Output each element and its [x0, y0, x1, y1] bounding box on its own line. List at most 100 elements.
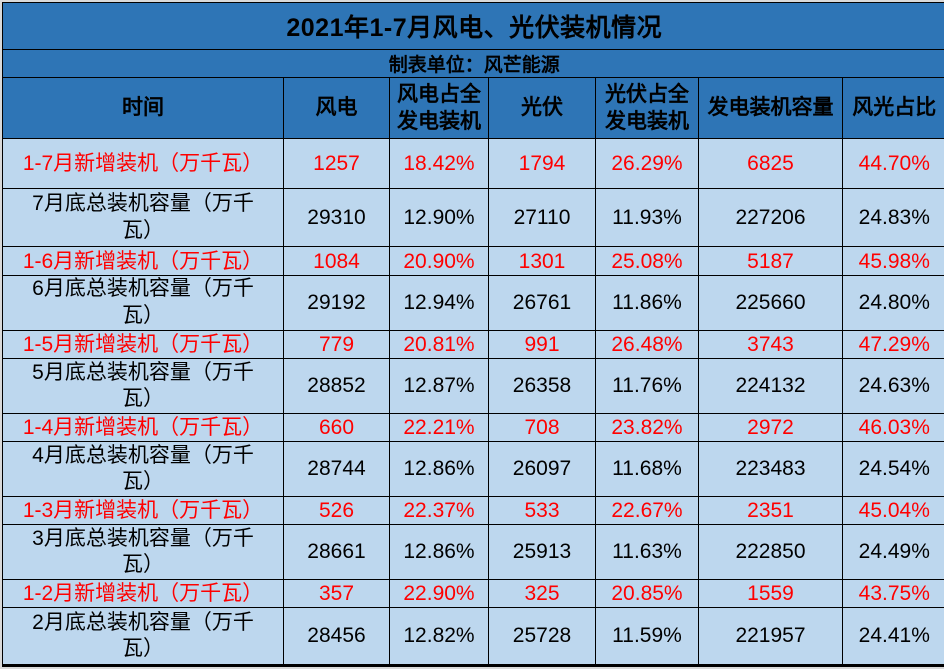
row-period-label: 7月底总装机容量（万千 瓦）: [2, 187, 284, 248]
cell-value: 1257: [283, 138, 390, 189]
column-header-solar-share: 光伏占全 发电装机: [595, 77, 699, 139]
cell-value: 28661: [283, 524, 390, 580]
row-period-label: 4月底总装机容量（万千 瓦）: [2, 440, 284, 497]
cell-value: 991: [488, 329, 596, 359]
row-period-label: 1-7月新增装机（万千瓦）: [2, 138, 284, 189]
column-header-time: 时间: [2, 77, 284, 139]
table-row-new-installs: 1-4月新增装机（万千瓦） 660 22.21% 708 23.82% 2972 46.03…: [2, 412, 944, 442]
cell-value: 2351: [698, 495, 843, 526]
cell-value: 5187: [698, 246, 843, 276]
cell-value: 47.29%: [841, 329, 944, 359]
cell-value: 11.93%: [595, 187, 699, 248]
table-row-cumulative: 7月底总装机容量（万千 瓦） 29310 12.90% 27110 11.93% 2272…: [2, 187, 944, 248]
cell-value: 18.42%: [389, 138, 489, 189]
row-period-label: 5月底总装机容量（万千 瓦）: [2, 357, 284, 414]
table-subtitle: 制表单位：风芒能源: [1, 49, 944, 78]
table-title: 2021年1-7月风电、光伏装机情况: [1, 2, 944, 50]
cell-value: 28852: [283, 357, 390, 414]
cell-value: 779: [283, 329, 390, 359]
cell-value: 12.82%: [389, 607, 489, 666]
cell-value: 526: [283, 495, 390, 526]
cell-value: 22.67%: [595, 495, 699, 526]
table-header: 2021年1-7月风电、光伏装机情况 制表单位：风芒能源 时间 风电 风电占全 …: [1, 2, 944, 139]
table-row-cumulative: 6月底总装机容量（万千 瓦） 29192 12.94% 26761 11.86% 2256…: [2, 274, 944, 331]
cell-value: 708: [488, 412, 596, 442]
cell-value: 223483: [698, 440, 843, 497]
cell-value: 1084: [283, 246, 390, 276]
cell-value: 660: [283, 412, 390, 442]
cell-value: 22.21%: [389, 412, 489, 442]
subtitle-row: 制表单位：风芒能源: [1, 49, 944, 78]
cell-value: 22.37%: [389, 495, 489, 526]
cell-value: 357: [283, 578, 390, 609]
cell-value: 25728: [488, 607, 596, 666]
cell-value: 24.49%: [841, 524, 944, 580]
cell-value: 222850: [698, 524, 843, 580]
cell-value: 2972: [698, 412, 843, 442]
cell-value: 26358: [488, 357, 596, 414]
column-header-row: 时间 风电 风电占全 发电装机 光伏 光伏占全 发电装机 发电装机容量 风光占比: [2, 77, 944, 139]
cell-value: 24.54%: [841, 440, 944, 497]
cell-value: 221957: [698, 607, 843, 666]
cell-value: 1794: [488, 138, 596, 189]
title-row: 2021年1-7月风电、光伏装机情况: [1, 2, 944, 50]
cell-value: 45.04%: [841, 495, 944, 526]
cell-value: 1559: [698, 578, 843, 609]
cell-value: 27110: [488, 187, 596, 248]
cell-value: 25.08%: [595, 246, 699, 276]
cell-value: 43.75%: [841, 578, 944, 609]
cell-value: 227206: [698, 187, 843, 248]
table-row-new-installs: 1-2月新增装机（万千瓦） 357 22.90% 325 20.85% 1559 43.75…: [2, 578, 944, 609]
row-period-label: 1-2月新增装机（万千瓦）: [2, 578, 284, 609]
cell-value: 20.81%: [389, 329, 489, 359]
cell-value: 12.86%: [389, 524, 489, 580]
cell-value: 24.63%: [841, 357, 944, 414]
cell-value: 44.70%: [841, 138, 944, 189]
cell-value: 22.90%: [389, 578, 489, 609]
cell-value: 26.48%: [595, 329, 699, 359]
cell-value: 325: [488, 578, 596, 609]
cell-value: 24.41%: [841, 607, 944, 666]
cell-value: 28744: [283, 440, 390, 497]
cell-value: 29192: [283, 274, 390, 331]
cell-value: 26761: [488, 274, 596, 331]
cell-value: 12.90%: [389, 187, 489, 248]
table-row-new-installs: 1-3月新增装机（万千瓦） 526 22.37% 533 22.67% 2351 45.04…: [2, 495, 944, 526]
cell-value: 12.87%: [389, 357, 489, 414]
row-period-label: 3月底总装机容量（万千 瓦）: [2, 524, 284, 580]
row-period-label: 6月底总装机容量（万千 瓦）: [2, 274, 284, 331]
table-row-new-installs: 1-5月新增装机（万千瓦） 779 20.81% 991 26.48% 3743 47.29…: [2, 329, 944, 359]
cell-value: 20.90%: [389, 246, 489, 276]
cell-value: 12.94%: [389, 274, 489, 331]
column-header-wind: 风电: [283, 77, 390, 139]
cell-value: 11.59%: [595, 607, 699, 666]
table-row-cumulative: 3月底总装机容量（万千 瓦） 28661 12.86% 25913 11.63% 2228…: [2, 524, 944, 580]
table-row-new-installs: 1-6月新增装机（万千瓦） 1084 20.90% 1301 25.08% 5187 45.…: [2, 246, 944, 276]
table-row-cumulative: 2月底总装机容量（万千 瓦） 28456 12.82% 25728 11.59% 2219…: [2, 607, 944, 666]
cell-value: 224132: [698, 357, 843, 414]
cell-value: 26097: [488, 440, 596, 497]
cell-value: 12.86%: [389, 440, 489, 497]
cell-value: 3743: [698, 329, 843, 359]
cell-value: 23.82%: [595, 412, 699, 442]
row-period-label: 2月底总装机容量（万千 瓦）: [2, 607, 284, 666]
table-row-cumulative: 5月底总装机容量（万千 瓦） 28852 12.87% 26358 11.76% 2241…: [2, 357, 944, 414]
column-header-solar: 光伏: [488, 77, 596, 139]
row-period-label: 1-4月新增装机（万千瓦）: [2, 412, 284, 442]
cell-value: 46.03%: [841, 412, 944, 442]
cell-value: 29310: [283, 187, 390, 248]
column-header-wind-solar-ratio: 风光占比: [841, 77, 944, 139]
cell-value: 26.29%: [595, 138, 699, 189]
cell-value: 11.76%: [595, 357, 699, 414]
column-header-wind-share: 风电占全 发电装机: [389, 77, 489, 139]
cell-value: 28456: [283, 607, 390, 666]
cell-value: 1301: [488, 246, 596, 276]
table-row-cumulative: 4月底总装机容量（万千 瓦） 28744 12.86% 26097 11.68% 2234…: [2, 440, 944, 497]
cell-value: 20.85%: [595, 578, 699, 609]
cell-value: 225660: [698, 274, 843, 331]
cell-value: 11.86%: [595, 274, 699, 331]
cell-value: 6825: [698, 138, 843, 189]
row-period-label: 1-3月新增装机（万千瓦）: [2, 495, 284, 526]
row-period-label: 1-5月新增装机（万千瓦）: [2, 329, 284, 359]
